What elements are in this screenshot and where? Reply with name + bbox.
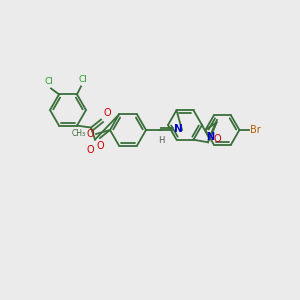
Text: H: H <box>158 136 164 145</box>
Text: N: N <box>206 132 214 142</box>
Text: O: O <box>96 141 104 151</box>
Text: O: O <box>86 145 94 154</box>
Text: O: O <box>214 134 221 144</box>
Text: Cl: Cl <box>79 75 87 84</box>
Text: Cl: Cl <box>45 77 53 86</box>
Text: Br: Br <box>250 125 261 135</box>
Text: O: O <box>86 129 94 139</box>
Text: O: O <box>103 108 111 118</box>
Text: CH₃: CH₃ <box>72 130 86 139</box>
Text: N: N <box>174 124 182 134</box>
